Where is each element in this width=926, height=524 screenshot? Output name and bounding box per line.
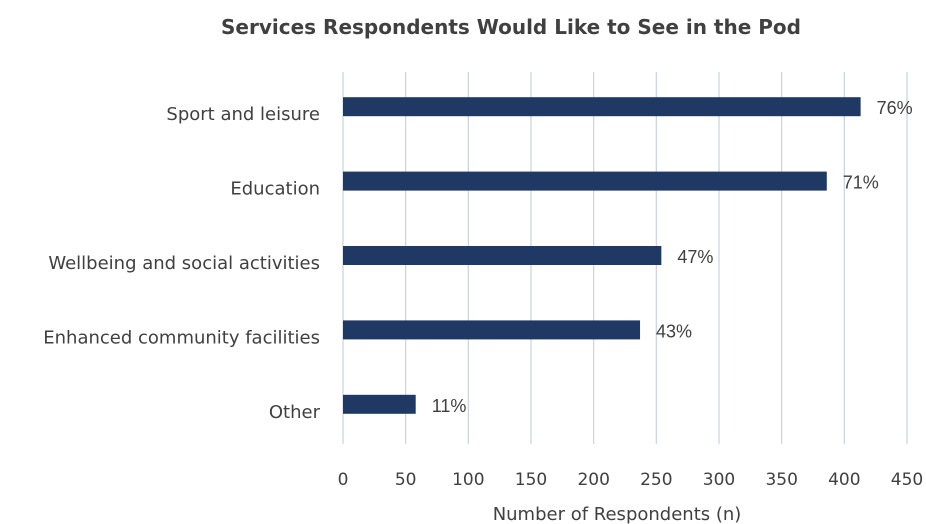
data-label-4: 11% xyxy=(432,396,467,416)
data-labels: 76% 71% 47% 43% 11% xyxy=(432,98,913,416)
x-tick-label-350: 350 xyxy=(765,470,797,490)
x-tick-label-50: 50 xyxy=(395,470,417,490)
x-tick-label-450: 450 xyxy=(891,470,923,490)
data-label-3: 43% xyxy=(656,321,692,341)
data-label-1: 71% xyxy=(843,173,879,193)
bar-3 xyxy=(343,320,641,340)
data-label-2: 47% xyxy=(677,247,713,267)
category-label-2: Wellbeing and social activities xyxy=(48,253,320,274)
category-label-0: Sport and leisure xyxy=(166,104,320,125)
x-tick-label-300: 300 xyxy=(703,470,735,490)
x-tick-label-100: 100 xyxy=(452,470,484,490)
bar-2 xyxy=(343,246,662,265)
chart-title: Services Respondents Would Like to See i… xyxy=(221,15,801,39)
bar-4 xyxy=(343,394,416,414)
category-label-3: Enhanced community facilities xyxy=(43,327,320,348)
category-label-1: Education xyxy=(230,179,320,200)
bar-0 xyxy=(343,97,861,117)
data-label-0: 76% xyxy=(877,98,913,118)
x-tick-label-150: 150 xyxy=(515,470,547,490)
x-axis-title: Number of Respondents (n) xyxy=(493,504,742,524)
category-labels: Sport and leisure Education Wellbeing and … xyxy=(43,104,320,423)
bars xyxy=(343,97,861,414)
x-tick-label-200: 200 xyxy=(577,470,609,490)
category-label-4: Other xyxy=(269,402,321,423)
x-tick-labels: 0 50 100 150 200 250 300 350 400 450 xyxy=(338,470,924,490)
x-tick-label-250: 250 xyxy=(640,470,672,490)
bar-1 xyxy=(343,171,827,191)
x-tick-label-0: 0 xyxy=(338,470,349,490)
x-tick-label-400: 400 xyxy=(828,470,860,490)
